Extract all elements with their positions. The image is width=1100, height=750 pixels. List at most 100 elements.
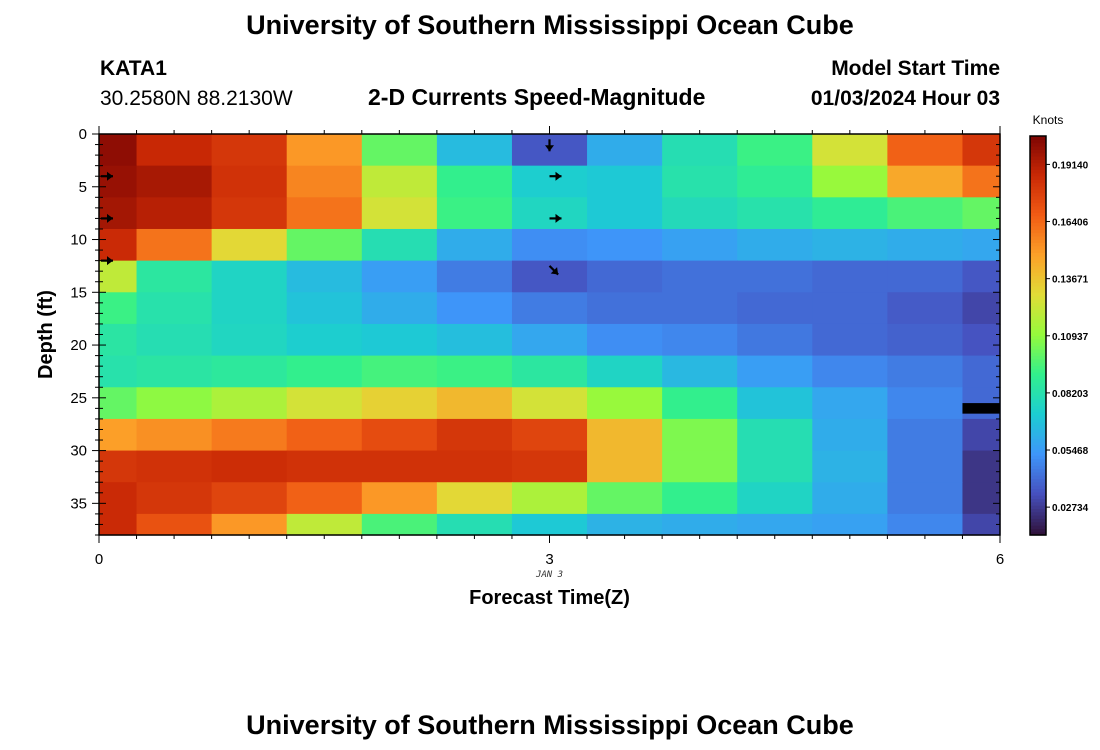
heatmap-cell [812, 260, 888, 293]
heatmap-cell [436, 450, 513, 483]
heatmap-cell [812, 323, 888, 357]
heatmap-cell [211, 197, 288, 230]
heatmap-cell [962, 482, 1001, 515]
heatmap-cell [286, 323, 363, 357]
colorbar-segment [1030, 245, 1046, 250]
colorbar-segment [1030, 145, 1046, 150]
colorbar-segment [1030, 219, 1046, 224]
colorbar-segment [1030, 195, 1046, 200]
colorbar-segment [1030, 235, 1046, 240]
heatmap-cell [286, 197, 363, 230]
heatmap-cell [436, 418, 513, 452]
current-arrow [545, 139, 554, 152]
heatmap-cell [737, 418, 813, 452]
colorbar-segment [1030, 445, 1046, 450]
x-axis-title: Forecast Time(Z) [469, 587, 630, 609]
heatmap-cell [887, 165, 964, 198]
heatmap-cell [662, 292, 738, 325]
heatmap-cell [587, 165, 663, 198]
heatmap-cell [361, 355, 438, 388]
colorbar-segment [1030, 475, 1046, 480]
colorbar-segment [1030, 149, 1046, 154]
colorbar-segment [1030, 368, 1046, 373]
x-date-label: JAN 3 [535, 570, 563, 580]
heatmap-cell [436, 134, 513, 167]
y-tick-label: 20 [70, 337, 87, 354]
colorbar-segment [1030, 471, 1046, 476]
heatmap-cell [99, 228, 138, 262]
heatmap-cell [99, 134, 138, 167]
heatmap-cell [211, 482, 288, 515]
colorbar-segment [1030, 431, 1046, 436]
heatmap-cell [136, 197, 213, 230]
heatmap-cell [887, 355, 964, 388]
heatmap-cell [361, 292, 438, 325]
heatmap-cell [361, 260, 438, 293]
heatmap-cell [286, 418, 363, 452]
colorbar-segment [1030, 275, 1046, 280]
colorbar-segment [1030, 458, 1046, 463]
heatmap-cell [211, 387, 288, 420]
colorbar-segment [1030, 372, 1046, 376]
colorbar-tick-label: 0.05468 [1052, 446, 1089, 457]
colorbar-segment [1030, 255, 1046, 260]
colorbar-segment [1030, 375, 1046, 380]
heatmap-cell [511, 482, 588, 515]
heatmap-cell [436, 165, 513, 198]
colorbar-segment [1030, 172, 1046, 177]
colorbar-segment [1030, 345, 1046, 350]
heatmap-cell [587, 418, 663, 452]
heatmap-cell [211, 418, 288, 452]
heatmap-cell [286, 165, 363, 198]
y-tick-label: 30 [70, 443, 87, 460]
heatmap-cells [99, 134, 1001, 536]
heatmap-cell [286, 134, 363, 167]
heatmap-cell [812, 513, 888, 536]
heatmap-cell [887, 292, 964, 325]
heatmap-cell [587, 355, 663, 388]
colorbar-segment [1030, 392, 1046, 396]
colorbar-segment [1030, 508, 1046, 513]
heatmap-cell [662, 134, 738, 167]
colorbar-segment [1030, 481, 1046, 486]
heatmap-cell [211, 260, 288, 293]
colorbar-segment [1030, 302, 1046, 307]
colorbar-segment [1030, 318, 1046, 323]
colorbar-segment [1030, 428, 1046, 433]
current-arrow [549, 171, 562, 181]
heatmap-cell [99, 513, 138, 536]
colorbar-segment [1030, 451, 1046, 456]
heatmap-cell [436, 228, 513, 262]
heatmap-cell [962, 323, 1001, 357]
heatmap-cell [211, 450, 288, 483]
colorbar-segment [1030, 358, 1046, 363]
colorbar-tick-label: 0.10937 [1052, 332, 1089, 343]
heatmap-cell [737, 387, 813, 420]
heatmap-cell [286, 228, 363, 262]
colorbar-segment [1030, 189, 1046, 194]
colorbar-segment [1030, 262, 1046, 267]
y-tick-label: 25 [70, 390, 87, 407]
heatmap-cell [737, 513, 813, 536]
colorbar-segment [1030, 455, 1046, 460]
heatmap-cell [511, 418, 588, 452]
heatmap-cell [812, 387, 888, 420]
heatmap-cell [211, 513, 288, 536]
heatmap-cell [737, 165, 813, 198]
colorbar-segment [1030, 505, 1046, 509]
heatmap-cell [136, 134, 213, 167]
colorbar-segment [1030, 498, 1046, 503]
heatmap-cell [136, 418, 213, 452]
y-tick-label: 5 [79, 179, 87, 196]
heatmap-cell [587, 260, 663, 293]
y-tick-label: 15 [70, 284, 87, 301]
colorbar-segment [1030, 338, 1046, 343]
y-tick-label: 35 [70, 495, 87, 512]
heatmap-cell [662, 482, 738, 515]
heatmap-cell [99, 165, 138, 198]
colorbar-segment [1030, 411, 1046, 416]
heatmap-cell [286, 387, 363, 420]
colorbar-segment [1030, 501, 1046, 506]
colorbar-segment [1030, 395, 1046, 400]
heatmap-cell [587, 482, 663, 515]
